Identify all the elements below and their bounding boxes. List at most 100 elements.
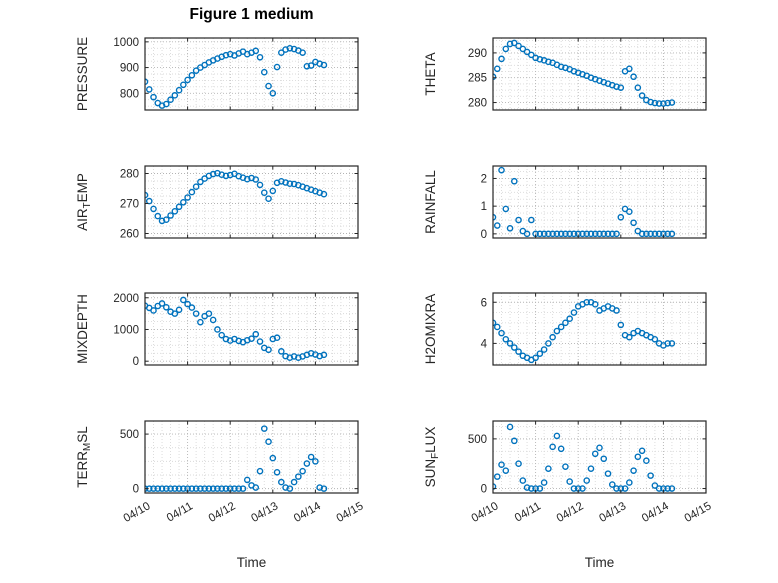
data-point xyxy=(510,177,518,185)
data-point xyxy=(256,338,264,345)
data-point xyxy=(248,335,255,342)
data-point xyxy=(209,170,217,178)
data-point xyxy=(613,307,620,314)
data-point xyxy=(617,321,625,329)
x-tick-label: 04/11 xyxy=(165,500,195,524)
data-point xyxy=(668,230,676,238)
data-point xyxy=(265,346,272,354)
data-series xyxy=(493,298,676,364)
y-tick-label: 900 xyxy=(120,63,139,75)
data-point xyxy=(493,213,497,221)
y-tick-label: 285 xyxy=(468,73,487,85)
data-point xyxy=(493,73,497,81)
data-point xyxy=(545,58,552,66)
data-point xyxy=(278,478,285,486)
y-tick-label: 280 xyxy=(120,169,139,181)
x-tick-label: 04/12 xyxy=(207,500,238,525)
data-point xyxy=(523,484,531,491)
data-point xyxy=(197,318,204,326)
data-point xyxy=(583,477,591,484)
data-point xyxy=(579,230,586,238)
data-point xyxy=(162,216,170,223)
data-point xyxy=(608,481,616,488)
data-point xyxy=(180,198,187,206)
data-point xyxy=(167,96,174,104)
data-point xyxy=(180,81,187,89)
data-point xyxy=(286,485,294,492)
figure-title: Figure 1 medium xyxy=(189,6,314,23)
x-tick-label: 04/14 xyxy=(292,500,323,525)
data-point xyxy=(634,453,642,461)
data-point xyxy=(604,230,612,238)
subplot-theta: 280 285 290 THETA xyxy=(423,37,707,111)
data-point xyxy=(528,51,535,59)
data-point xyxy=(171,310,179,317)
data-point xyxy=(515,216,522,224)
data-point xyxy=(197,485,204,492)
data-point xyxy=(192,485,200,492)
data-point xyxy=(167,212,174,219)
data-point xyxy=(260,189,268,196)
data-point xyxy=(145,191,149,199)
y-tick-label: 500 xyxy=(120,429,139,441)
y-tick-label: 0 xyxy=(481,229,487,241)
data-point xyxy=(171,92,179,99)
data-point xyxy=(167,485,174,492)
y-tick-label: 0 xyxy=(481,484,487,496)
data-point xyxy=(523,230,531,238)
y-axis-label: H2OMIXRA xyxy=(423,294,438,365)
data-point xyxy=(493,473,501,480)
y-tick-label: 0 xyxy=(133,484,139,496)
data-point xyxy=(647,472,654,479)
data-point xyxy=(553,230,561,238)
data-point xyxy=(510,39,518,47)
data-point xyxy=(299,467,306,475)
data-series xyxy=(493,39,676,107)
data-point xyxy=(256,53,264,61)
data-point xyxy=(290,478,298,486)
data-point xyxy=(218,485,225,492)
data-point xyxy=(621,485,629,492)
x-tick-label: 04/14 xyxy=(640,500,671,525)
plot-area xyxy=(493,293,706,365)
data-point xyxy=(162,485,170,492)
subplot-pressure: 800 900 1000 PRESSURE xyxy=(75,37,359,111)
data-point xyxy=(664,485,671,492)
data-point xyxy=(278,49,285,56)
y-tick-label: 1000 xyxy=(113,37,139,49)
axes-box xyxy=(492,37,707,111)
data-point xyxy=(536,230,544,238)
data-point xyxy=(175,306,183,314)
data-point xyxy=(180,485,187,492)
subplot-rainfall: 0 1 2 RAINFALL xyxy=(423,165,707,241)
data-point xyxy=(278,348,285,355)
data-series xyxy=(493,166,676,238)
data-point xyxy=(192,310,200,317)
data-point xyxy=(528,485,535,492)
data-point xyxy=(303,62,311,70)
data-point xyxy=(519,45,527,53)
subplot-airtemp: 260 270 280 AIRTEMP xyxy=(75,165,359,241)
plot-area xyxy=(145,166,358,238)
data-point xyxy=(566,315,573,323)
data-point xyxy=(651,482,659,489)
data-point xyxy=(256,467,264,475)
y-tick-label: 270 xyxy=(120,199,139,211)
data-series xyxy=(145,169,328,225)
data-point xyxy=(532,354,539,362)
y-tick-label: 260 xyxy=(120,229,139,241)
data-point xyxy=(231,485,238,492)
data-point xyxy=(320,61,328,69)
y-axis-label: PRESSURE xyxy=(75,37,90,111)
subplot-h2omixra: 4 6 H2OMIXRA xyxy=(423,292,707,366)
data-point xyxy=(506,340,514,347)
data-point xyxy=(626,333,633,341)
plot-area xyxy=(493,166,706,238)
data-point xyxy=(604,470,612,477)
data-point xyxy=(273,468,281,476)
data-point xyxy=(493,65,501,73)
data-point xyxy=(647,230,654,238)
data-point xyxy=(502,45,510,53)
data-point xyxy=(549,443,556,451)
